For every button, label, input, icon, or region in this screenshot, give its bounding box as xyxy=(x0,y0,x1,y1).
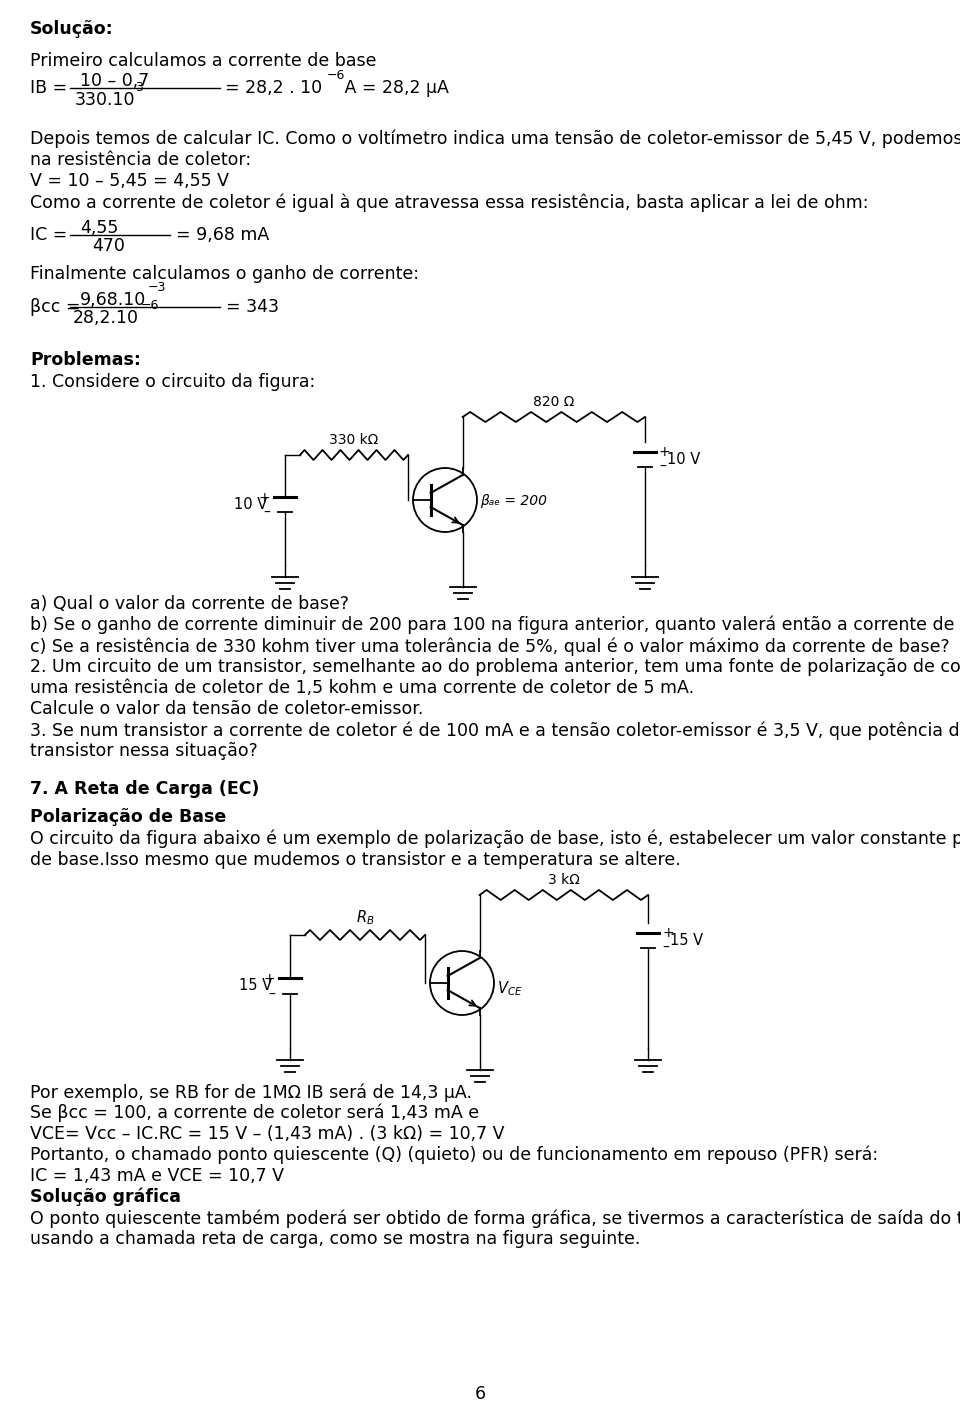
Text: Portanto, o chamado ponto quiescente (Q) (quieto) ou de funcionamento em repouso: Portanto, o chamado ponto quiescente (Q)… xyxy=(30,1145,878,1165)
Text: 28,2.10: 28,2.10 xyxy=(73,310,139,326)
Text: IB =: IB = xyxy=(30,79,67,97)
Text: 15 V: 15 V xyxy=(670,933,703,948)
Text: Polarização de Base: Polarização de Base xyxy=(30,808,227,826)
Text: 330.10: 330.10 xyxy=(75,91,135,108)
Text: 820 Ω: 820 Ω xyxy=(533,395,574,409)
Text: 1. Considere o circuito da figura:: 1. Considere o circuito da figura: xyxy=(30,373,315,391)
Text: b) Se o ganho de corrente diminuir de 200 para 100 na figura anterior, quanto va: b) Se o ganho de corrente diminuir de 20… xyxy=(30,616,960,635)
Text: A = 28,2 μA: A = 28,2 μA xyxy=(339,79,449,97)
Text: 3 kΩ: 3 kΩ xyxy=(548,872,580,886)
Text: = 9,68 mA: = 9,68 mA xyxy=(176,227,269,243)
Text: +: + xyxy=(659,445,671,459)
Text: c) Se a resistência de 330 kohm tiver uma tolerância de 5%, qual é o valor máxim: c) Se a resistência de 330 kohm tiver um… xyxy=(30,637,949,656)
Text: Se βcc = 100, a corrente de coletor será 1,43 mA e: Se βcc = 100, a corrente de coletor será… xyxy=(30,1104,479,1123)
Text: –: – xyxy=(263,507,270,521)
Text: Solução gráfica: Solução gráfica xyxy=(30,1188,181,1206)
Text: 4,55: 4,55 xyxy=(80,219,118,236)
Text: 2. Um circuito de um transistor, semelhante ao do problema anterior, tem uma fon: 2. Um circuito de um transistor, semelha… xyxy=(30,658,960,675)
Text: Problemas:: Problemas: xyxy=(30,350,141,369)
Text: βₐₑ = 200: βₐₑ = 200 xyxy=(480,494,547,508)
Text: $V_{CE}$: $V_{CE}$ xyxy=(497,979,522,998)
Text: usando a chamada reta de carga, como se mostra na figura seguinte.: usando a chamada reta de carga, como se … xyxy=(30,1230,640,1248)
Text: = 28,2 . 10: = 28,2 . 10 xyxy=(225,79,323,97)
Text: 7. A Reta de Carga (EC): 7. A Reta de Carga (EC) xyxy=(30,779,259,798)
Text: +: + xyxy=(258,491,270,505)
Text: 330 kΩ: 330 kΩ xyxy=(329,433,378,447)
Text: = 343: = 343 xyxy=(226,298,279,317)
Text: 6: 6 xyxy=(474,1384,486,1403)
Text: –: – xyxy=(662,941,669,955)
Text: –: – xyxy=(659,460,666,474)
Text: IC =: IC = xyxy=(30,227,67,243)
Text: −6: −6 xyxy=(327,69,346,82)
Text: Por exemplo, se RB for de 1MΩ IB será de 14,3 μA.: Por exemplo, se RB for de 1MΩ IB será de… xyxy=(30,1083,472,1102)
Text: Finalmente calculamos o ganho de corrente:: Finalmente calculamos o ganho de corrent… xyxy=(30,265,419,283)
Text: Calcule o valor da tensão de coletor-emissor.: Calcule o valor da tensão de coletor-emi… xyxy=(30,701,423,718)
Text: +: + xyxy=(263,972,275,986)
Text: 15 V: 15 V xyxy=(239,978,272,993)
Text: Primeiro calculamos a corrente de base: Primeiro calculamos a corrente de base xyxy=(30,52,376,70)
Text: 3. Se num transistor a corrente de coletor é de 100 mA e a tensão coletor-emisso: 3. Se num transistor a corrente de colet… xyxy=(30,720,960,740)
Text: uma resistência de coletor de 1,5 kohm e uma corrente de coletor de 5 mA.: uma resistência de coletor de 1,5 kohm e… xyxy=(30,680,694,696)
Text: −3: −3 xyxy=(148,281,166,294)
Text: –: – xyxy=(268,988,275,1002)
Text: 10 V: 10 V xyxy=(667,452,700,467)
Text: VCE= Vcc – IC.RC = 15 V – (1,43 mA) . (3 kΩ) = 10,7 V: VCE= Vcc – IC.RC = 15 V – (1,43 mA) . (3… xyxy=(30,1126,505,1142)
Text: de base.Isso mesmo que mudemos o transistor e a temperatura se altere.: de base.Isso mesmo que mudemos o transis… xyxy=(30,851,681,870)
Text: 470: 470 xyxy=(92,236,125,255)
Text: Como a corrente de coletor é igual à que atravessa essa resistência, basta aplic: Como a corrente de coletor é igual à que… xyxy=(30,193,869,211)
Text: +: + xyxy=(662,926,674,940)
Text: O ponto quiescente também poderá ser obtido de forma gráfica, se tivermos a cara: O ponto quiescente também poderá ser obt… xyxy=(30,1209,960,1227)
Text: Solução:: Solução: xyxy=(30,20,113,38)
Text: transistor nessa situação?: transistor nessa situação? xyxy=(30,741,257,760)
Text: IC = 1,43 mA e VCE = 10,7 V: IC = 1,43 mA e VCE = 10,7 V xyxy=(30,1166,284,1185)
Text: V = 10 – 5,45 = 4,55 V: V = 10 – 5,45 = 4,55 V xyxy=(30,172,229,190)
Text: a) Qual o valor da corrente de base?: a) Qual o valor da corrente de base? xyxy=(30,595,349,613)
Text: 9,68.10: 9,68.10 xyxy=(80,291,146,310)
Text: Depois temos de calcular IC. Como o voltímetro indica uma tensão de coletor-emis: Depois temos de calcular IC. Como o volt… xyxy=(30,129,960,149)
Text: 10 – 0,7: 10 – 0,7 xyxy=(80,72,149,90)
Text: O circuito da figura abaixo é um exemplo de polarização de base, isto é, estabel: O circuito da figura abaixo é um exemplo… xyxy=(30,830,960,848)
Text: $R_B$: $R_B$ xyxy=(356,909,374,927)
Text: 10 V: 10 V xyxy=(233,497,267,512)
Text: na resistência de coletor:: na resistência de coletor: xyxy=(30,151,252,169)
Text: βcc =: βcc = xyxy=(30,298,81,317)
Text: 3: 3 xyxy=(135,82,143,94)
Text: −6: −6 xyxy=(141,300,159,312)
